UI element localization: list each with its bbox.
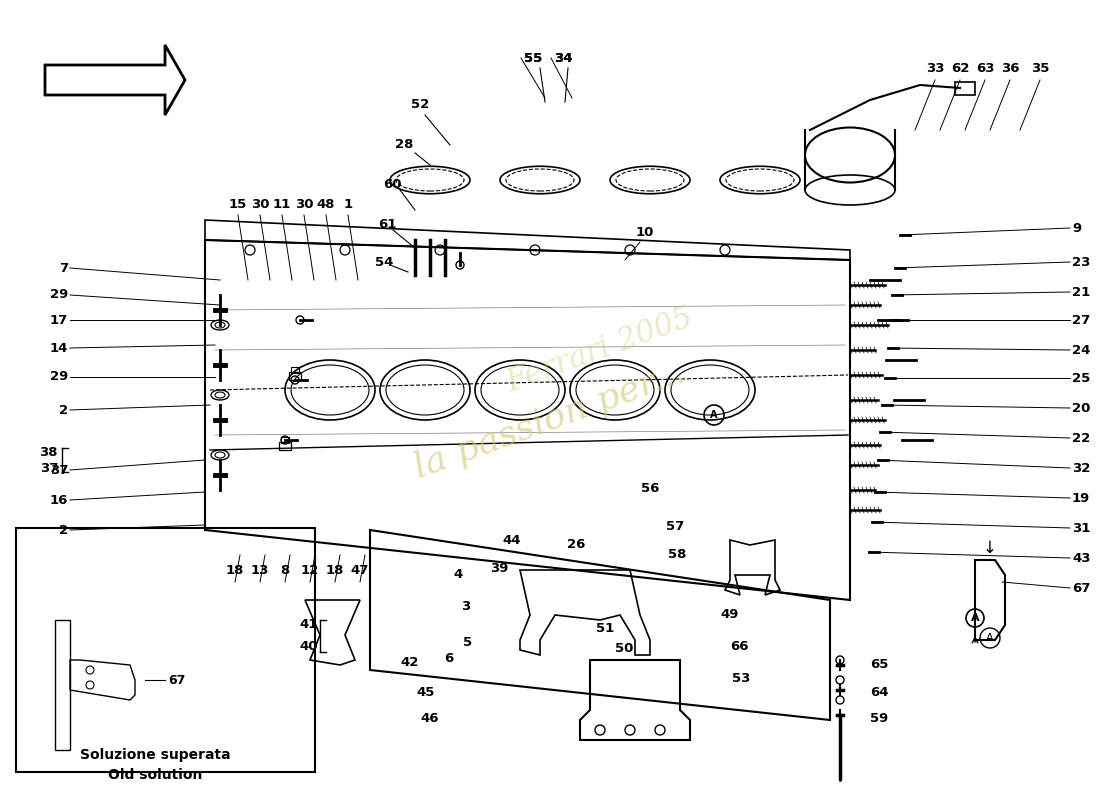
Text: 67: 67 xyxy=(168,674,186,686)
Text: 25: 25 xyxy=(1072,371,1090,385)
Text: 56: 56 xyxy=(641,482,659,494)
Text: 47: 47 xyxy=(351,563,370,577)
Text: 6: 6 xyxy=(444,651,453,665)
Text: 65: 65 xyxy=(870,658,889,671)
Text: 29: 29 xyxy=(50,370,68,383)
Text: 51: 51 xyxy=(596,622,614,634)
Text: 43: 43 xyxy=(1072,551,1090,565)
Text: 30: 30 xyxy=(251,198,270,211)
Text: 19: 19 xyxy=(1072,491,1090,505)
Text: 40: 40 xyxy=(299,641,318,654)
Text: 10: 10 xyxy=(636,226,654,238)
Text: 50: 50 xyxy=(615,642,634,654)
Text: 46: 46 xyxy=(420,711,439,725)
Text: 55: 55 xyxy=(524,51,542,65)
Text: la passion per...: la passion per... xyxy=(409,355,691,485)
Text: Ferrari 2005: Ferrari 2005 xyxy=(503,302,697,398)
Text: 24: 24 xyxy=(1072,343,1090,357)
Text: A: A xyxy=(711,410,717,420)
Text: 53: 53 xyxy=(732,671,750,685)
Bar xyxy=(280,437,289,443)
Text: 18: 18 xyxy=(226,563,244,577)
Text: 27: 27 xyxy=(1072,314,1090,326)
Text: 41: 41 xyxy=(299,618,318,630)
Text: ↓: ↓ xyxy=(983,539,997,557)
Text: A: A xyxy=(987,633,993,643)
Text: 49: 49 xyxy=(720,607,738,621)
Text: 36: 36 xyxy=(1001,62,1020,74)
Text: 2: 2 xyxy=(59,403,68,417)
Text: 54: 54 xyxy=(375,257,394,270)
Text: 4: 4 xyxy=(453,567,462,581)
Text: 17: 17 xyxy=(50,314,68,326)
Text: 31: 31 xyxy=(1072,522,1090,534)
Text: 5: 5 xyxy=(463,635,472,649)
Text: 26: 26 xyxy=(566,538,585,550)
Text: 15: 15 xyxy=(229,198,248,211)
Text: 28: 28 xyxy=(395,138,414,151)
Text: 58: 58 xyxy=(668,547,686,561)
Text: 42: 42 xyxy=(400,655,418,669)
Text: Old solution: Old solution xyxy=(108,768,202,782)
Text: 20: 20 xyxy=(1072,402,1090,414)
Text: 13: 13 xyxy=(251,563,270,577)
Text: 44: 44 xyxy=(502,534,520,546)
Text: 37: 37 xyxy=(40,462,58,474)
Text: 16: 16 xyxy=(50,494,68,506)
Text: 45: 45 xyxy=(416,686,434,698)
Text: 62: 62 xyxy=(950,62,969,74)
Text: 2: 2 xyxy=(59,523,68,537)
Text: 21: 21 xyxy=(1072,286,1090,298)
Text: 14: 14 xyxy=(50,342,68,354)
Text: 66: 66 xyxy=(730,641,748,654)
Text: 9: 9 xyxy=(1072,222,1081,234)
Text: 34: 34 xyxy=(553,51,572,65)
Text: 32: 32 xyxy=(1072,462,1090,474)
Text: 63: 63 xyxy=(976,62,994,74)
Text: Soluzione superata: Soluzione superata xyxy=(79,748,230,762)
Text: 55: 55 xyxy=(524,51,542,65)
Text: 64: 64 xyxy=(870,686,889,698)
Text: 7: 7 xyxy=(59,262,68,274)
Text: 59: 59 xyxy=(870,711,889,725)
Text: 8: 8 xyxy=(280,563,289,577)
Text: 57: 57 xyxy=(666,521,684,534)
Text: 33: 33 xyxy=(926,62,944,74)
Bar xyxy=(289,372,301,380)
Text: 39: 39 xyxy=(490,562,508,574)
Text: 18: 18 xyxy=(326,563,344,577)
Text: 38: 38 xyxy=(40,446,58,458)
Bar xyxy=(292,367,299,373)
Text: 37: 37 xyxy=(50,463,68,477)
Text: 34: 34 xyxy=(553,51,572,65)
Text: 12: 12 xyxy=(301,563,319,577)
Text: 60: 60 xyxy=(383,178,402,191)
Bar xyxy=(279,442,292,450)
Text: 61: 61 xyxy=(378,218,396,231)
Text: 29: 29 xyxy=(50,289,68,302)
Text: 67: 67 xyxy=(1072,582,1090,594)
Text: 35: 35 xyxy=(1031,62,1049,74)
Text: 11: 11 xyxy=(273,198,292,211)
Text: 1: 1 xyxy=(343,198,353,211)
Text: 23: 23 xyxy=(1072,255,1090,269)
Text: 30: 30 xyxy=(295,198,313,211)
Text: 52: 52 xyxy=(411,98,429,111)
Text: A: A xyxy=(970,613,979,623)
Text: 48: 48 xyxy=(317,198,336,211)
Text: 3: 3 xyxy=(461,599,471,613)
Text: 22: 22 xyxy=(1072,431,1090,445)
